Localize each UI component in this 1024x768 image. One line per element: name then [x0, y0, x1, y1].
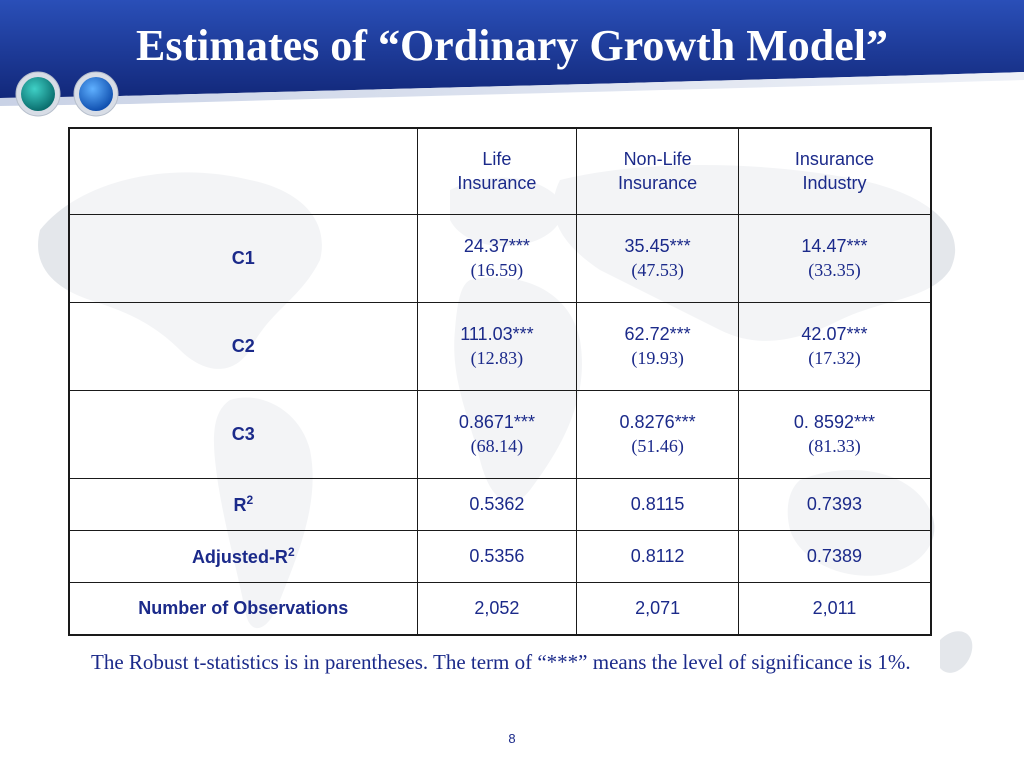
table-row-adjusted-r-squared: Adjusted-R2 0.5356 0.8112 0.7389: [68, 529, 932, 583]
cell-industry: 0.7393: [737, 477, 932, 531]
coefficient: 42.07***: [801, 324, 868, 344]
cell-life: 24.37*** (16.59): [416, 213, 578, 303]
coefficient: 0.8671***: [458, 412, 535, 432]
header-label-line: Insurance: [794, 149, 874, 170]
cell-industry: 42.07*** (17.32): [737, 301, 932, 391]
row-label-superscript: 2: [287, 544, 295, 559]
cell-non-life: 0.8276*** (51.46): [576, 389, 739, 479]
header-cell-empty: [68, 127, 418, 215]
header-cell-life-insurance: Life Insurance: [416, 127, 578, 215]
t-statistic: (68.14): [470, 436, 524, 456]
t-statistic: (33.35): [808, 260, 861, 280]
cell-industry: 2,011: [737, 581, 932, 636]
cell-life: 0.5362: [416, 477, 578, 531]
table-row-c1: C1 24.37*** (16.59) 35.45*** (47.53) 14.…: [68, 213, 932, 303]
estimates-table: Life Insurance Non-Life Insurance Insura…: [68, 127, 932, 636]
cell-non-life: 2,071: [576, 581, 739, 636]
header-label-line: Insurance: [457, 173, 537, 194]
header-label-line: Industry: [802, 173, 867, 194]
decorative-orbs: [15, 71, 119, 117]
slide-title: Estimates of “Ordinary Growth Model”: [135, 21, 889, 70]
table-row-observations: Number of Observations 2,052 2,071 2,011: [68, 581, 932, 636]
cell-industry: 0. 8592*** (81.33): [737, 389, 932, 479]
cell-non-life: 0.8112: [576, 529, 739, 583]
header-cell-non-life-insurance: Non-Life Insurance: [576, 127, 739, 215]
cell-industry: 14.47*** (33.35): [737, 213, 932, 303]
row-label-text: Adjusted-R: [191, 546, 288, 567]
cell-non-life: 0.8115: [576, 477, 739, 531]
coefficient: 111.03***: [460, 324, 534, 344]
table-row-c2: C2 111.03*** (12.83) 62.72*** (19.93) 42…: [68, 301, 932, 391]
header-label-line: Life: [482, 149, 512, 170]
estimates-table-container: Life Insurance Non-Life Insurance Insura…: [68, 127, 932, 636]
cell-life: 0.5356: [416, 529, 578, 583]
cell-non-life: 35.45*** (47.53): [576, 213, 739, 303]
row-label: Number of Observations: [68, 581, 418, 636]
row-label: C2: [68, 301, 418, 391]
row-label: R2: [68, 477, 418, 531]
row-label-text: R: [233, 494, 247, 515]
footnote: The Robust t-statistics is in parenthese…: [91, 650, 911, 674]
table-header-row: Life Insurance Non-Life Insurance Insura…: [68, 127, 932, 215]
cell-non-life: 62.72*** (19.93): [576, 301, 739, 391]
coefficient: 0. 8592***: [793, 412, 875, 432]
cell-industry: 0.7389: [737, 529, 932, 583]
coefficient: 0.8276***: [619, 412, 696, 432]
t-statistic: (51.46): [631, 436, 684, 456]
table-row-c3: C3 0.8671*** (68.14) 0.8276*** (51.46) 0…: [68, 389, 932, 479]
table-row-r-squared: R2 0.5362 0.8115 0.7393: [68, 477, 932, 531]
cell-life: 2,052: [416, 581, 578, 636]
t-statistic: (17.32): [808, 348, 861, 368]
t-statistic: (19.93): [631, 348, 684, 368]
header-label-line: Insurance: [618, 173, 698, 194]
t-statistic: (47.53): [631, 260, 684, 280]
coefficient: 62.72***: [624, 324, 691, 344]
coefficient: 14.47***: [801, 236, 868, 256]
cell-life: 0.8671*** (68.14): [416, 389, 578, 479]
header-label-line: Non-Life: [623, 149, 692, 170]
header-cell-insurance-industry: Insurance Industry: [737, 127, 932, 215]
t-statistic: (16.59): [470, 260, 524, 280]
cell-life: 111.03*** (12.83): [416, 301, 578, 391]
t-statistic: (81.33): [808, 436, 861, 456]
header-background: [0, 0, 1024, 106]
t-statistic: (12.83): [470, 348, 524, 368]
coefficient: 35.45***: [624, 236, 691, 256]
coefficient: 24.37***: [463, 236, 530, 256]
row-label: C1: [68, 213, 418, 303]
row-label: Adjusted-R2: [68, 529, 418, 583]
header-banner: Estimates of “Ordinary Growth Model”: [0, 0, 1024, 106]
page-number: 8: [508, 731, 516, 746]
row-label: C3: [68, 389, 418, 479]
row-label-superscript: 2: [246, 492, 254, 507]
